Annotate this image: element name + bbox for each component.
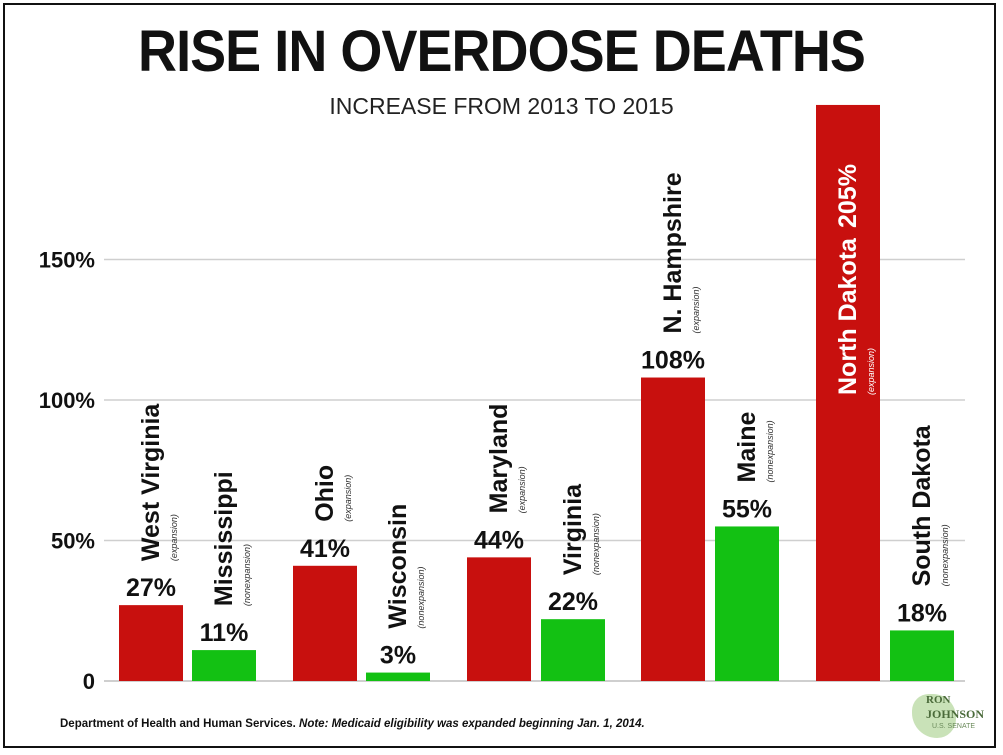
footer-medicaid-note: Note: Medicaid eligibility was expanded … — [299, 718, 645, 730]
bar-west-virginia — [119, 605, 183, 681]
category-label: Wisconsin — [384, 504, 412, 629]
status-label: (expansion) — [691, 286, 701, 333]
y-tick-label: 50% — [51, 529, 95, 554]
category-label: Mississippi — [210, 471, 238, 606]
category-label-group: Mississippi (nonexpansion) — [210, 471, 252, 606]
value-label: 18% — [897, 599, 947, 627]
category-label: Maryland — [485, 404, 513, 514]
y-tick-label: 150% — [39, 248, 95, 273]
logo-line-3: U.S. SENATE — [932, 723, 976, 730]
bar-virginia — [541, 619, 605, 681]
ron-johnson-logo: RON JOHNSON U.S. SENATE — [912, 690, 992, 742]
category-label-group: Maryland (expansion) — [485, 404, 527, 514]
category-label: South Dakota — [908, 424, 936, 586]
value-label: 205% — [834, 164, 862, 228]
y-tick-label: 0 — [83, 669, 95, 694]
bar-south-dakota — [890, 630, 954, 681]
category-label-group: North Dakota 205% (expansion) — [834, 164, 876, 395]
footer-source: Department of Health and Human Services. — [60, 718, 296, 730]
wisconsin-shape-icon — [912, 694, 956, 738]
bar-ohio — [293, 565, 357, 681]
bar-wisconsin — [366, 672, 430, 681]
value-label: 11% — [200, 619, 249, 647]
value-label: 22% — [548, 588, 598, 616]
category-label-group: Virginia (nonexpansion) — [559, 483, 601, 575]
value-label: 41% — [300, 535, 350, 563]
status-label: (expansion) — [517, 466, 527, 513]
bar-maryland — [467, 557, 531, 681]
category-label: Ohio — [311, 465, 339, 522]
bar-n-hampshire — [641, 377, 705, 681]
category-label-group: Maine (nonexpansion) — [733, 412, 775, 483]
chart-title: RISE IN OVERDOSE DEATHS — [138, 19, 866, 84]
category-label-group: Wisconsin (nonexpansion) — [384, 504, 426, 629]
logo-line-2: JOHNSON — [926, 707, 985, 721]
logo-line-1: RON — [926, 694, 951, 706]
status-label: (nonexpansion) — [940, 524, 950, 586]
status-label: (nonexpansion) — [416, 567, 426, 629]
category-label: N. Hampshire — [659, 172, 687, 333]
category-label: North Dakota — [834, 237, 862, 395]
chart-subtitle: INCREASE FROM 2013 TO 2015 — [329, 93, 674, 119]
bar-maine — [715, 526, 779, 681]
category-label: West Virginia — [137, 403, 165, 562]
value-label: 3% — [380, 642, 416, 670]
footer-note: Department of Health and Human Services.… — [60, 718, 645, 730]
status-label: (expansion) — [866, 348, 876, 395]
bar-north-dakota — [816, 104, 880, 681]
status-label: (nonexpansion) — [765, 420, 775, 482]
category-label-group: N. Hampshire (expansion) — [659, 172, 701, 333]
category-label-group: West Virginia (expansion) — [137, 403, 179, 562]
status-label: (expansion) — [169, 514, 179, 561]
status-label: (nonexpansion) — [591, 513, 601, 575]
value-label: 55% — [722, 495, 772, 523]
y-tick-label: 100% — [39, 388, 95, 413]
value-label: 108% — [641, 347, 705, 375]
bar-mississippi — [192, 650, 256, 681]
category-label-group: Ohio (expansion) — [311, 465, 353, 522]
value-label: 27% — [126, 574, 176, 602]
value-label: 44% — [474, 526, 524, 554]
status-label: (expansion) — [343, 475, 353, 522]
category-label-group: South Dakota (nonexpansion) — [908, 424, 950, 586]
category-label: Maine — [733, 412, 761, 483]
status-label: (nonexpansion) — [242, 544, 252, 606]
category-label: Virginia — [559, 483, 587, 575]
